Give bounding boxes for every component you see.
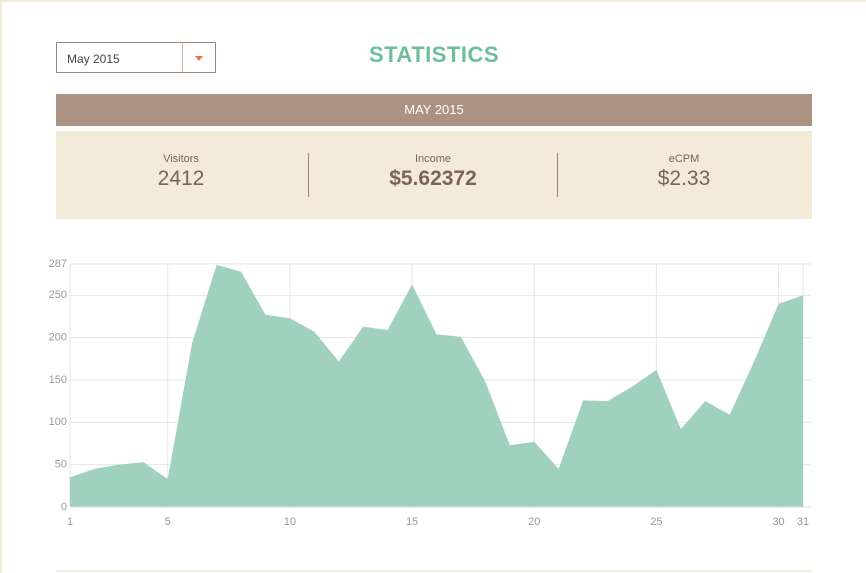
x-tick-label: 25 (650, 516, 662, 528)
x-tick-label: 30 (772, 516, 784, 528)
stat: eCPM $2.33 (559, 153, 809, 191)
stat-label: eCPM (668, 153, 700, 165)
stat-value: $5.62372 (389, 167, 477, 190)
stat-value: 2412 (157, 167, 205, 190)
stat: Visitors 2412 (56, 153, 306, 191)
page-title: STATISTICS (368, 42, 500, 67)
stat-value: $2.33 (657, 167, 711, 190)
y-tick-label: 287 (49, 258, 67, 270)
stats-panel: Visitors 2412 Income $5.62372 eCPM $2.33 (56, 131, 812, 219)
dropdown-separator (182, 43, 183, 72)
divider (308, 153, 309, 197)
x-tick-label: 31 (797, 516, 809, 528)
y-tick-label: 150 (49, 374, 67, 386)
x-tick-label: 15 (406, 516, 418, 528)
x-tick-label: 5 (165, 516, 171, 528)
y-tick-label: 250 (49, 289, 67, 301)
y-tick-label: 200 (49, 332, 67, 344)
y-tick-label: 0 (61, 501, 67, 513)
x-tick-label: 10 (284, 516, 296, 528)
x-tick-label: 1 (67, 516, 73, 528)
dropdown-arrow[interactable] (195, 56, 203, 61)
x-tick-label: 20 (528, 516, 540, 528)
month-dropdown[interactable]: May 2015 (56, 42, 216, 73)
dropdown-value: May 2015 (67, 52, 120, 66)
stat-label: Visitors (163, 153, 199, 165)
stat: Income $5.62372 (308, 153, 558, 191)
divider (557, 153, 558, 197)
y-tick-label: 50 (55, 459, 67, 471)
period-banner: MAY 2015 (56, 94, 812, 126)
stat-label: Income (414, 153, 452, 165)
y-tick-label: 100 (49, 416, 67, 428)
bottom-divider (56, 570, 812, 572)
area (70, 264, 803, 507)
